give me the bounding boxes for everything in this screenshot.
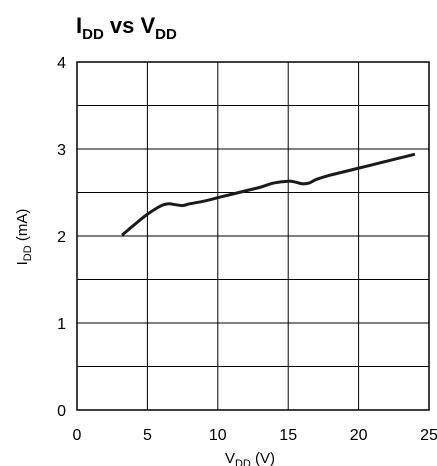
series-line [121,152,416,237]
x-tick-label: 20 [350,427,368,444]
axes [76,61,430,411]
chart-title: IDD vs VDD [76,13,177,43]
y-tick-label: 2 [57,229,66,246]
y-tick-label: 4 [57,55,66,72]
x-axis-label: VDD (V) [225,450,275,466]
x-axis-label-main: V [225,450,235,466]
x-tick-label: 10 [209,427,227,444]
x-tick-label: 5 [143,427,152,444]
title-main: I [76,13,82,38]
x-tick-label: 0 [73,427,82,444]
y-axis-label-main: I [14,261,31,265]
title-subscript: DD [82,26,104,43]
tick-labels: 0 5 10 15 20 25 0 1 2 3 4 [57,55,437,444]
x-tick-label: 25 [420,427,437,444]
x-axis-label-unit: (V) [251,450,275,466]
title-middle: vs V [104,13,156,38]
x-axis-label-subscript: DD [235,458,251,466]
title-subscript-2: DD [155,26,177,43]
y-axis-label-subscript: DD [22,245,34,261]
y-axis-label-unit: (mA) [14,209,31,246]
y-axis-label: IDD (mA) [14,209,34,266]
x-tick-label: 15 [279,427,297,444]
y-tick-label: 0 [57,403,66,420]
series-group [121,152,416,237]
y-tick-label: 1 [57,316,66,333]
plot-frame [76,61,430,411]
grid [77,62,429,410]
y-tick-label: 3 [57,142,66,159]
